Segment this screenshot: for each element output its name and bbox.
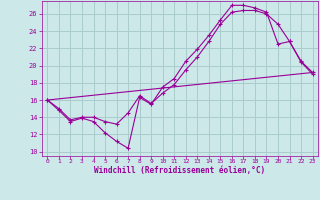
- X-axis label: Windchill (Refroidissement éolien,°C): Windchill (Refroidissement éolien,°C): [94, 166, 266, 175]
